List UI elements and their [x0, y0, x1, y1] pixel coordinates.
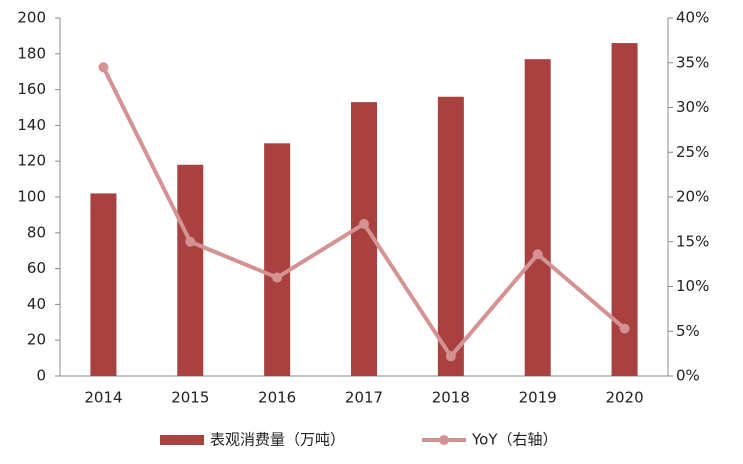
- y2-tick-label: 40%: [676, 9, 709, 27]
- y2-tick-label: 5%: [676, 322, 700, 340]
- y2-tick-label: 15%: [676, 232, 709, 250]
- y-tick-label: 80: [27, 223, 46, 241]
- y-tick-label: 180: [17, 44, 46, 62]
- line-marker: [359, 218, 369, 229]
- y2-tick-label: 10%: [676, 277, 709, 295]
- y-tick-label: 60: [27, 259, 46, 277]
- y-tick-label: 200: [17, 9, 46, 27]
- y2-tick-label: 25%: [676, 143, 709, 161]
- y2-tick-label: 0%: [676, 367, 700, 385]
- y-tick-label: 20: [27, 331, 46, 349]
- line-marker: [445, 351, 456, 362]
- y2-tick-label: 20%: [676, 188, 709, 206]
- bar: [90, 193, 117, 376]
- y-tick-label: 40: [27, 295, 46, 313]
- bar: [177, 164, 204, 376]
- y-tick-label: 0: [36, 367, 46, 385]
- x-tick-label: 2020: [605, 389, 643, 407]
- bar: [524, 59, 551, 377]
- legend-label: 表观消费量（万吨）: [210, 431, 345, 449]
- y-tick-label: 100: [17, 188, 46, 206]
- y2-tick-label: 30%: [676, 98, 709, 116]
- y-tick-label: 120: [17, 152, 46, 170]
- line-marker: [98, 62, 109, 73]
- line-marker: [619, 323, 630, 334]
- x-tick-label: 2016: [258, 389, 296, 407]
- line-marker: [185, 236, 196, 247]
- bar: [437, 96, 464, 376]
- line-marker: [532, 249, 543, 260]
- legend-swatch: [160, 435, 204, 445]
- bar: [264, 143, 291, 376]
- x-tick-label: 2019: [519, 389, 557, 407]
- y-tick-label: 140: [17, 116, 46, 134]
- x-tick-label: 2018: [432, 389, 470, 407]
- x-tick-label: 2015: [171, 389, 209, 407]
- y-tick-label: 160: [17, 80, 46, 98]
- legend-swatch: [439, 435, 449, 445]
- line-marker: [272, 272, 283, 283]
- y2-tick-label: 35%: [676, 53, 709, 71]
- legend-label: YoY（右轴）: [471, 431, 558, 449]
- x-tick-label: 2017: [345, 389, 383, 407]
- x-tick-label: 2014: [84, 389, 122, 407]
